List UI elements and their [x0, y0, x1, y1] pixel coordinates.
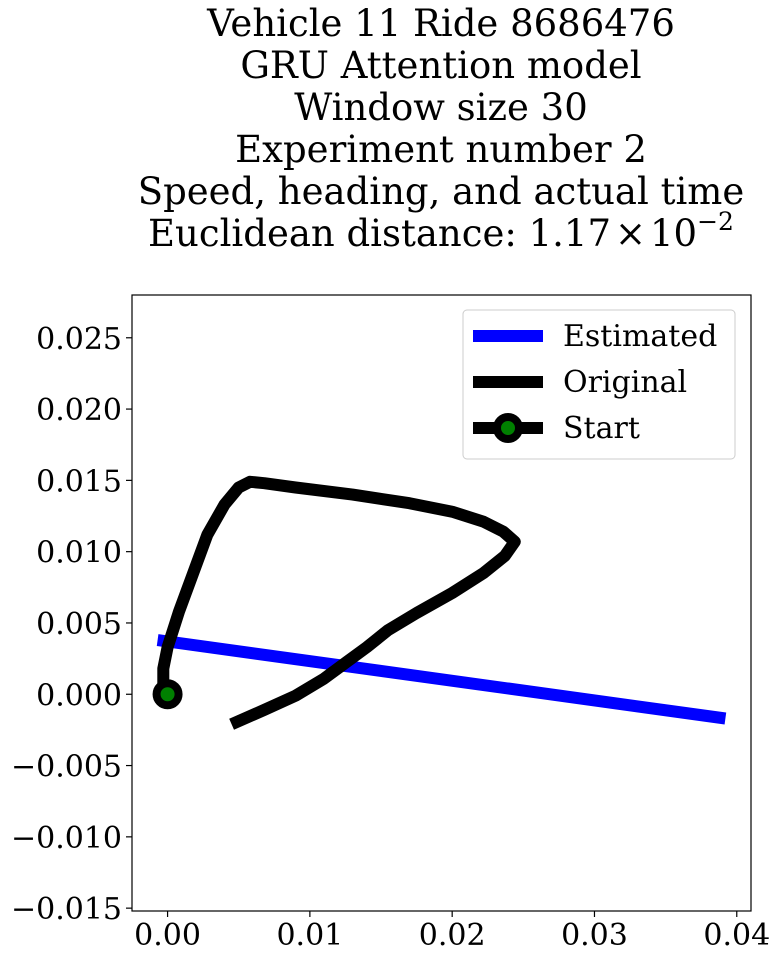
- title-distance-prefix: Euclidean distance:: [148, 212, 529, 255]
- title-distance-base: 10: [650, 212, 697, 255]
- title-distance-mantissa: 1.17: [529, 212, 611, 255]
- series-line-estimated: [156, 634, 727, 725]
- x-tick-label: 0.03: [561, 918, 628, 953]
- chart-title: Vehicle 11 Ride 8686476 GRU Attention mo…: [138, 2, 745, 255]
- y-tick-label: 0.020: [36, 393, 122, 428]
- legend: Estimated Original Start: [462, 309, 736, 460]
- axes-frame: [131, 294, 752, 912]
- y-tick-label: 0.000: [36, 678, 122, 713]
- title-line-5: Speed, heading, and actual time: [138, 170, 745, 213]
- y-tick-label: −0.015: [11, 892, 122, 927]
- y-tick-label: −0.010: [11, 821, 122, 856]
- x-axis: 0.00 0.01 0.02 0.03 0.04: [134, 911, 770, 953]
- legend-label-start: Start: [563, 411, 640, 446]
- x-tick-label: 0.02: [419, 918, 486, 953]
- x-tick-label: 0.00: [134, 918, 201, 953]
- title-line-2: GRU Attention model: [240, 44, 641, 87]
- y-tick-label: 0.010: [36, 536, 122, 571]
- legend-label-original: Original: [563, 365, 687, 400]
- legend-marker-start: [493, 413, 523, 443]
- x-tick-label: 0.04: [703, 918, 770, 953]
- y-axis: 0.025 0.020 0.015 0.010 0.005 0.000 −0.005 −0.0…: [11, 322, 132, 927]
- title-line-4: Experiment number 2: [235, 128, 647, 171]
- title-distance-exponent: −2: [697, 207, 734, 236]
- title-line-6: Euclidean distance: 1.17 × 10−2: [148, 207, 734, 255]
- title-line-3: Window size 30: [294, 86, 588, 129]
- y-tick-label: 0.025: [36, 322, 122, 357]
- legend-box: [462, 309, 736, 460]
- y-tick-label: −0.005: [11, 750, 122, 785]
- series-marker-start: [152, 679, 183, 710]
- legend-label-estimated: Estimated: [563, 319, 717, 354]
- y-tick-label: 0.015: [36, 464, 122, 499]
- series-line-original: [157, 475, 521, 730]
- x-tick-label: 0.01: [276, 918, 343, 953]
- title-line-1: Vehicle 11 Ride 8686476: [206, 2, 675, 45]
- data-layer: [152, 475, 727, 730]
- title-distance-times: ×: [615, 212, 646, 255]
- y-tick-label: 0.005: [36, 607, 122, 642]
